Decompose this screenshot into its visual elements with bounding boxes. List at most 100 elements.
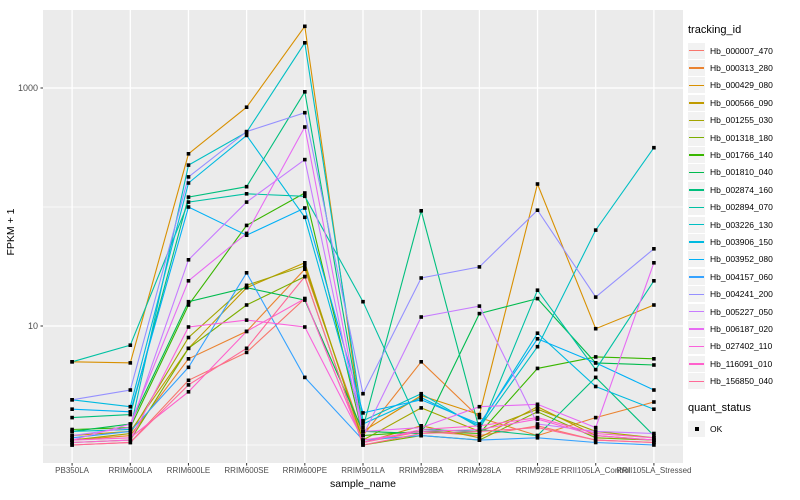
legend-key xyxy=(688,355,705,372)
line-swatch-icon xyxy=(689,310,704,313)
legend-item-label: OK xyxy=(710,423,723,434)
square-point-icon xyxy=(694,426,699,431)
line-swatch-icon xyxy=(689,345,704,348)
legend-item-Hb_005227_050: Hb_005227_050 xyxy=(688,303,798,320)
line-swatch-icon xyxy=(689,189,704,191)
legend-item-Hb_003952_080: Hb_003952_080 xyxy=(688,251,798,268)
legend-key xyxy=(688,268,705,285)
legend-title-tracking-id: tracking_id xyxy=(688,24,742,36)
legend-item-label: Hb_000566_090 xyxy=(710,97,773,108)
legend-item-Hb_000313_280: Hb_000313_280 xyxy=(688,59,798,77)
legend-item-label: Hb_001318_180 xyxy=(710,132,773,143)
legend-key xyxy=(688,42,705,59)
legend-item-label: Hb_004241_200 xyxy=(710,289,773,300)
legend-key xyxy=(688,373,705,390)
x-tick-label: RRIM901LA xyxy=(341,466,385,475)
legend-item-label: Hb_116091_010 xyxy=(710,358,773,369)
legend-item-ok: OK xyxy=(688,420,798,437)
legend-key xyxy=(688,251,705,268)
line-swatch-icon xyxy=(689,206,704,208)
line-swatch-icon xyxy=(689,171,704,174)
legend-item-Hb_004241_200: Hb_004241_200 xyxy=(688,285,798,303)
line-swatch-icon xyxy=(689,363,704,365)
legend-item-Hb_156850_040: Hb_156850_040 xyxy=(688,372,798,390)
x-tick-label: RRII105LA_Control xyxy=(561,466,631,475)
legend-item-label: Hb_002874_160 xyxy=(710,184,773,195)
legend-key xyxy=(688,94,705,111)
line-swatch-icon xyxy=(689,137,704,139)
legend-item-label: Hb_000313_280 xyxy=(710,63,773,74)
legend-item-label: Hb_003226_130 xyxy=(710,219,773,230)
x-tick-label: PB350LA xyxy=(55,466,89,475)
gridlines xyxy=(43,10,683,463)
line-swatch-icon xyxy=(689,241,704,243)
axis-ticks xyxy=(40,87,655,466)
y-tick-label: 10 xyxy=(27,320,38,331)
legend-item-Hb_027402_110: Hb_027402_110 xyxy=(688,338,798,355)
legend-item-label: Hb_003952_080 xyxy=(710,254,773,265)
line-swatch-icon xyxy=(689,276,704,278)
legend-key xyxy=(688,233,705,250)
legend-key xyxy=(688,112,705,129)
legend-key xyxy=(688,181,705,198)
legend-item-Hb_001766_140: Hb_001766_140 xyxy=(688,146,798,164)
x-tick-label: RRIM600PE xyxy=(282,466,328,475)
x-tick-label: RRIM600SE xyxy=(224,466,269,475)
legend-key xyxy=(688,338,705,355)
legend-item-Hb_001810_040: Hb_001810_040 xyxy=(688,164,798,181)
line-swatch-icon xyxy=(689,328,704,330)
legend-item-label: Hb_001810_040 xyxy=(710,167,773,178)
y-tick-label: 1000 xyxy=(17,82,38,93)
legend-item-Hb_000566_090: Hb_000566_090 xyxy=(688,94,798,111)
legend-item-label: Hb_005227_050 xyxy=(710,306,773,317)
x-tick-label: RRIM600LA xyxy=(108,466,153,475)
line-swatch-icon xyxy=(689,223,704,226)
y-axis-title: FPKM + 1 xyxy=(5,208,17,256)
line-swatch-icon xyxy=(689,84,704,87)
legend-item-Hb_003906_150: Hb_003906_150 xyxy=(688,233,798,250)
legend-item-label: Hb_001766_140 xyxy=(710,150,773,161)
legend-key xyxy=(688,216,705,233)
legend-item-Hb_006187_020: Hb_006187_020 xyxy=(688,320,798,337)
legend-key xyxy=(688,303,705,320)
x-tick-label: RRIM600LE xyxy=(166,466,211,475)
legend-key xyxy=(688,77,705,94)
x-tick-label: RRIM928LA xyxy=(457,466,502,475)
legend-key xyxy=(688,147,705,164)
legend-item-Hb_004157_060: Hb_004157_060 xyxy=(688,268,798,285)
line-swatch-icon xyxy=(689,380,704,382)
legend-key xyxy=(688,60,705,77)
legend-item-Hb_001255_030: Hb_001255_030 xyxy=(688,112,798,129)
legend-entries: Hb_000007_470 Hb_000313_280 Hb_000429_080 H… xyxy=(688,42,798,390)
legend-quant-status: quant_status OK xyxy=(688,402,798,437)
legend-item-label: Hb_006187_020 xyxy=(710,323,773,334)
line-swatch-icon xyxy=(689,293,704,295)
legend-item-label: Hb_001255_030 xyxy=(710,115,773,126)
legend-item-label: Hb_002894_070 xyxy=(710,202,773,213)
legend-item-Hb_002874_160: Hb_002874_160 xyxy=(688,181,798,198)
line-swatch-icon xyxy=(689,102,704,104)
legend-item-label: Hb_000429_080 xyxy=(710,80,773,91)
legend-item-Hb_116091_010: Hb_116091_010 xyxy=(688,355,798,372)
legend-item-label: Hb_027402_110 xyxy=(710,341,773,352)
legend-key xyxy=(688,286,705,303)
legend-item-label: Hb_156850_040 xyxy=(710,376,773,387)
legend-key xyxy=(688,129,705,146)
x-tick-label: RRII105LA_Stressed xyxy=(616,466,692,475)
legend-item-Hb_003226_130: Hb_003226_130 xyxy=(688,216,798,233)
legend-item-label: Hb_000007_470 xyxy=(710,45,773,56)
legend-key xyxy=(688,164,705,181)
legend-item-label: Hb_004157_060 xyxy=(710,271,773,282)
x-axis-title: sample_name xyxy=(330,478,396,490)
legend-item-Hb_000007_470: Hb_000007_470 xyxy=(688,42,798,59)
legend-item-Hb_000429_080: Hb_000429_080 xyxy=(688,77,798,94)
x-tick-label: RRIM928BA xyxy=(398,466,444,475)
x-tick-label: RRIM928LE xyxy=(515,466,560,475)
legend-key xyxy=(688,320,705,337)
legend-key xyxy=(688,199,705,216)
line-swatch-icon xyxy=(689,50,704,52)
legend-item-Hb_002894_070: Hb_002894_070 xyxy=(688,199,798,216)
line-swatch-icon xyxy=(689,154,704,156)
